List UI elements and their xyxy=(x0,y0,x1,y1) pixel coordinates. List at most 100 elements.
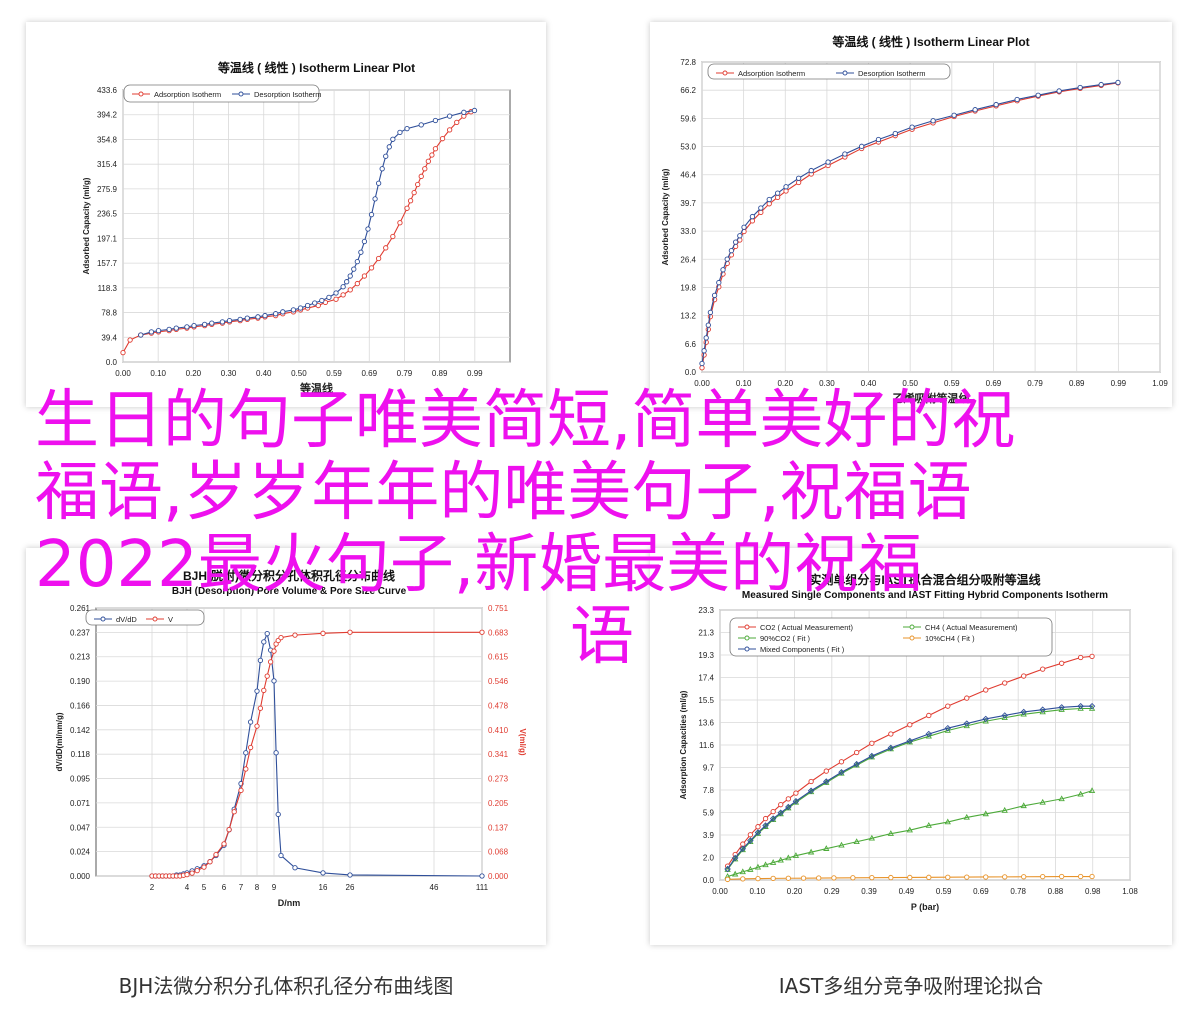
data-point xyxy=(747,837,754,844)
data-point xyxy=(155,327,162,334)
y-tick-label: 9.7 xyxy=(703,764,715,773)
data-point xyxy=(358,249,364,255)
data-point xyxy=(226,317,233,324)
isotherm-chart-1: 等温线 ( 线性 ) Isotherm Linear Plot 0.0 39.4 78… xyxy=(82,60,511,395)
data-point xyxy=(892,130,898,137)
x-tick-label: 0.30 xyxy=(221,369,237,378)
data-point xyxy=(1020,708,1027,716)
data-point xyxy=(273,311,279,317)
data-point xyxy=(368,265,375,271)
legend-label: Mixed Components ( Fit ) xyxy=(760,645,845,654)
data-point xyxy=(304,302,311,309)
data-point xyxy=(853,760,860,768)
data-point xyxy=(1089,873,1095,880)
y2-tick-label: 0.751 xyxy=(488,604,509,613)
data-point xyxy=(386,144,392,150)
x-tick-label: 0.79 xyxy=(1027,379,1043,388)
data-point xyxy=(184,324,190,330)
data-point xyxy=(297,305,304,311)
data-point xyxy=(823,845,830,851)
data-point xyxy=(189,870,195,876)
data-point xyxy=(831,875,837,881)
legend-marker xyxy=(722,70,728,76)
x-tick-label: 0.20 xyxy=(787,887,803,896)
x-tick-label: 0.39 xyxy=(861,887,877,896)
data-point xyxy=(280,309,286,315)
data-point xyxy=(1001,712,1008,719)
chart-title: 实测单组分与IAST拟合混合组分吸附等温线 xyxy=(809,572,1040,587)
y2-tick-label: 0.410 xyxy=(488,726,509,735)
data-point xyxy=(808,167,814,174)
legend-marker xyxy=(744,624,750,630)
y-tick-label: 0.000 xyxy=(70,872,91,881)
data-point xyxy=(699,360,705,367)
data-point xyxy=(257,657,264,664)
y-tick-label: 15.5 xyxy=(698,696,714,705)
data-point xyxy=(816,875,822,881)
data-point xyxy=(262,312,268,319)
data-point xyxy=(237,316,243,322)
x-tick-label: 0.00 xyxy=(694,379,710,388)
data-point xyxy=(361,238,368,245)
data-point xyxy=(770,808,776,815)
data-point xyxy=(1098,81,1104,88)
overlay-line-4: 语 xyxy=(570,600,634,674)
plot-area xyxy=(701,61,1161,373)
data-point xyxy=(842,151,848,157)
data-point xyxy=(439,136,446,142)
x-tick-label: 0.29 xyxy=(824,887,840,896)
data-point xyxy=(747,866,754,872)
legend-marker xyxy=(152,616,158,622)
y-tick-label: 78.8 xyxy=(101,309,117,318)
data-point xyxy=(1001,806,1008,813)
data-point xyxy=(1040,873,1046,880)
legend-label: Desorption Isotherm xyxy=(254,90,322,99)
y2-tick-label: 0.205 xyxy=(488,799,509,808)
data-point xyxy=(720,267,726,273)
data-point xyxy=(1088,702,1096,710)
data-point xyxy=(747,832,754,838)
overlay-line-3: 2022最火句子,新婚最美的祝福 xyxy=(35,528,923,602)
caption-left: BJH法微分积分孔体积孔径分布曲线图 xyxy=(118,974,454,998)
data-point xyxy=(231,809,237,815)
x-tick-label: 0.10 xyxy=(736,379,752,388)
y-axis-label: dV/dD(ml/nm/g) xyxy=(55,712,64,771)
data-point xyxy=(972,107,978,113)
legend-label: 90%CO2 ( Fit ) xyxy=(760,634,811,643)
data-point xyxy=(741,224,747,230)
data-point xyxy=(945,703,951,709)
y-tick-label: 275.9 xyxy=(97,185,118,194)
data-point xyxy=(707,309,714,316)
data-point xyxy=(875,136,882,143)
legend-label: CH4 ( Actual Measurement) xyxy=(925,623,1018,632)
data-point xyxy=(982,810,989,817)
x-tick-label: 0.20 xyxy=(777,379,793,388)
x-tick-label: 0.79 xyxy=(397,369,413,378)
x-tick-label: 0.10 xyxy=(749,887,765,896)
data-point xyxy=(944,818,951,825)
data-point xyxy=(754,863,762,870)
data-point xyxy=(255,314,261,320)
y-tick-label: 0.0 xyxy=(703,876,715,885)
data-point xyxy=(397,129,403,136)
legend-box xyxy=(707,63,951,80)
data-point xyxy=(397,220,403,226)
x-tick-label: 0.89 xyxy=(432,369,448,378)
x-tick-label: 0.69 xyxy=(361,369,377,378)
data-point xyxy=(173,325,179,331)
y-tick-label: 0.237 xyxy=(70,628,91,637)
data-point xyxy=(907,874,913,881)
data-point xyxy=(333,296,339,302)
data-point xyxy=(749,213,756,220)
y2-axis-label: V(ml/g) xyxy=(518,728,527,755)
data-point xyxy=(418,173,424,179)
x-tick-label: 46 xyxy=(430,883,439,892)
y-tick-label: 39.7 xyxy=(680,199,696,208)
series-line xyxy=(140,109,475,336)
data-point xyxy=(315,302,321,309)
data-point xyxy=(340,292,346,298)
data-point xyxy=(766,196,772,203)
data-point xyxy=(945,874,951,880)
data-point xyxy=(755,824,761,830)
data-point xyxy=(739,845,747,852)
